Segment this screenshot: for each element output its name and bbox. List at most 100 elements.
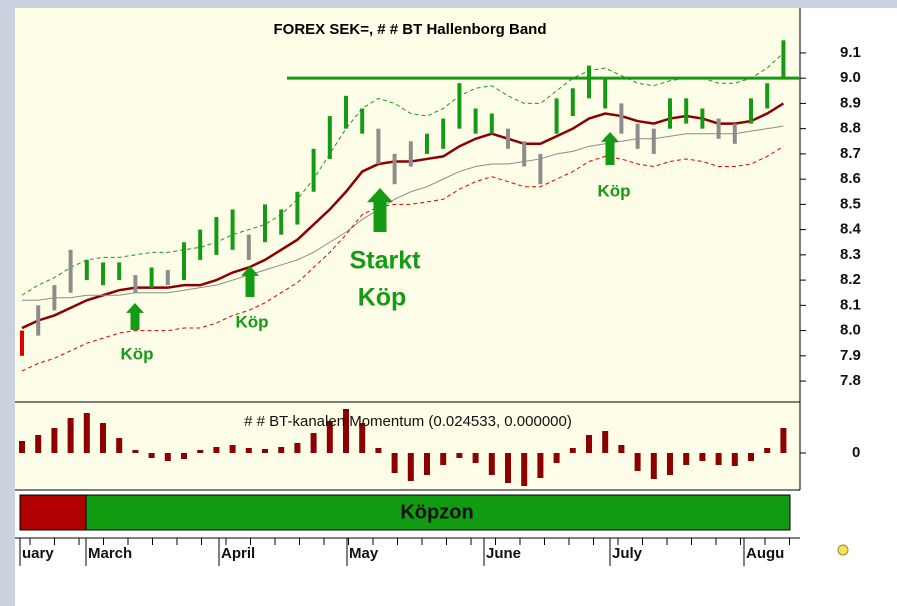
momentum-bar [731,453,738,466]
y-tick-label: 8.0 [840,322,861,339]
momentum-bar [310,433,317,453]
price-bar [295,191,300,225]
momentum-bar [472,453,479,463]
annotation: Köp [358,284,407,312]
price-bar [570,88,575,117]
annotation: Köp [120,344,153,363]
y-tick-label: 7.9 [840,347,861,364]
price-bar [489,113,494,134]
momentum-bar [375,448,382,453]
y-tick-label: 9.0 [840,69,861,86]
price-bar [781,40,786,79]
momentum-tick-label: 0 [852,444,860,461]
price-bar [20,330,24,356]
price-bar [587,65,591,99]
annotation: Köp [235,312,268,331]
momentum-bar [537,453,544,478]
momentum-bar [634,453,641,471]
frame-left [0,0,15,606]
momentum-bar [553,453,560,463]
momentum-bar [148,453,155,458]
price-bar [198,229,203,260]
price-bar [165,270,170,286]
momentum-bar [343,409,349,453]
momentum-bar [278,447,285,453]
price-bar [133,275,138,293]
momentum-bar [164,453,171,461]
momentum-bar [19,441,25,453]
buy-arrow [126,303,144,330]
momentum-bar [132,450,139,453]
zone-label: Köpzon [400,501,473,523]
price-bar [52,285,57,311]
price-bar [408,141,413,167]
price-bar [635,123,640,149]
price-bar [441,118,446,149]
momentum-bar [683,453,690,465]
price-bar [101,262,105,286]
momentum-bar [748,453,754,461]
month-label: March [88,545,132,562]
price-bar [506,128,510,149]
price-bar [311,148,316,192]
y-tick-label: 8.1 [840,296,861,313]
band-line [21,52,784,296]
momentum-bar [586,435,592,453]
momentum-bar [764,448,771,453]
momentum-bar [51,428,58,453]
chart-title: FOREX SEK=, # # BT Hallenborg Band [274,21,547,38]
price-bar [425,133,429,154]
y-tick-label: 8.3 [840,246,861,263]
y-tick-label: 7.8 [840,372,861,389]
price-bar [473,108,478,134]
price-bar [538,153,543,185]
month-label: May [349,545,379,562]
price-bar [263,204,267,243]
price-bar [246,234,251,260]
price-bar [182,242,186,281]
y-tick-label: 8.7 [840,145,861,162]
price-bar [327,116,332,159]
y-tick-label: 8.2 [840,271,861,288]
y-tick-label: 9.1 [840,44,861,61]
price-bar [279,209,284,235]
price-bar [149,267,154,288]
band-line [21,102,785,330]
momentum-bar [569,448,576,453]
y-tick-label: 8.6 [840,170,861,187]
y-tick-label: 8.9 [840,94,861,111]
annotation: Starkt [350,247,422,275]
y-tick-label: 8.4 [840,221,862,238]
momentum-bar [116,438,123,453]
price-bar [360,108,365,134]
y-tick-label: 8.8 [840,120,861,137]
price-bar [36,305,41,336]
frame-top [0,0,897,8]
price-bar [117,262,122,281]
momentum-bar [505,453,511,483]
price-bar [457,83,462,129]
price-bar [214,216,219,255]
price-bar [651,128,656,154]
band-line [22,125,784,301]
momentum-bar [83,413,90,453]
momentum-bar [100,423,106,453]
price-bar [765,83,770,109]
momentum-bar [667,453,673,475]
price-bar [732,123,737,144]
price-bar [700,108,705,129]
momentum-bar [602,431,609,453]
momentum-bar [35,435,42,453]
annotation: Köp [597,181,630,200]
price-bar [716,118,721,139]
momentum-bar [699,453,706,461]
momentum-bar [359,423,366,453]
momentum-bar [326,421,333,453]
month-label: uary [22,545,54,562]
zone [85,494,791,531]
momentum-bar [456,453,463,458]
smiley-icon [837,544,849,556]
price-bar [376,128,381,164]
momentum-bar [181,453,187,459]
